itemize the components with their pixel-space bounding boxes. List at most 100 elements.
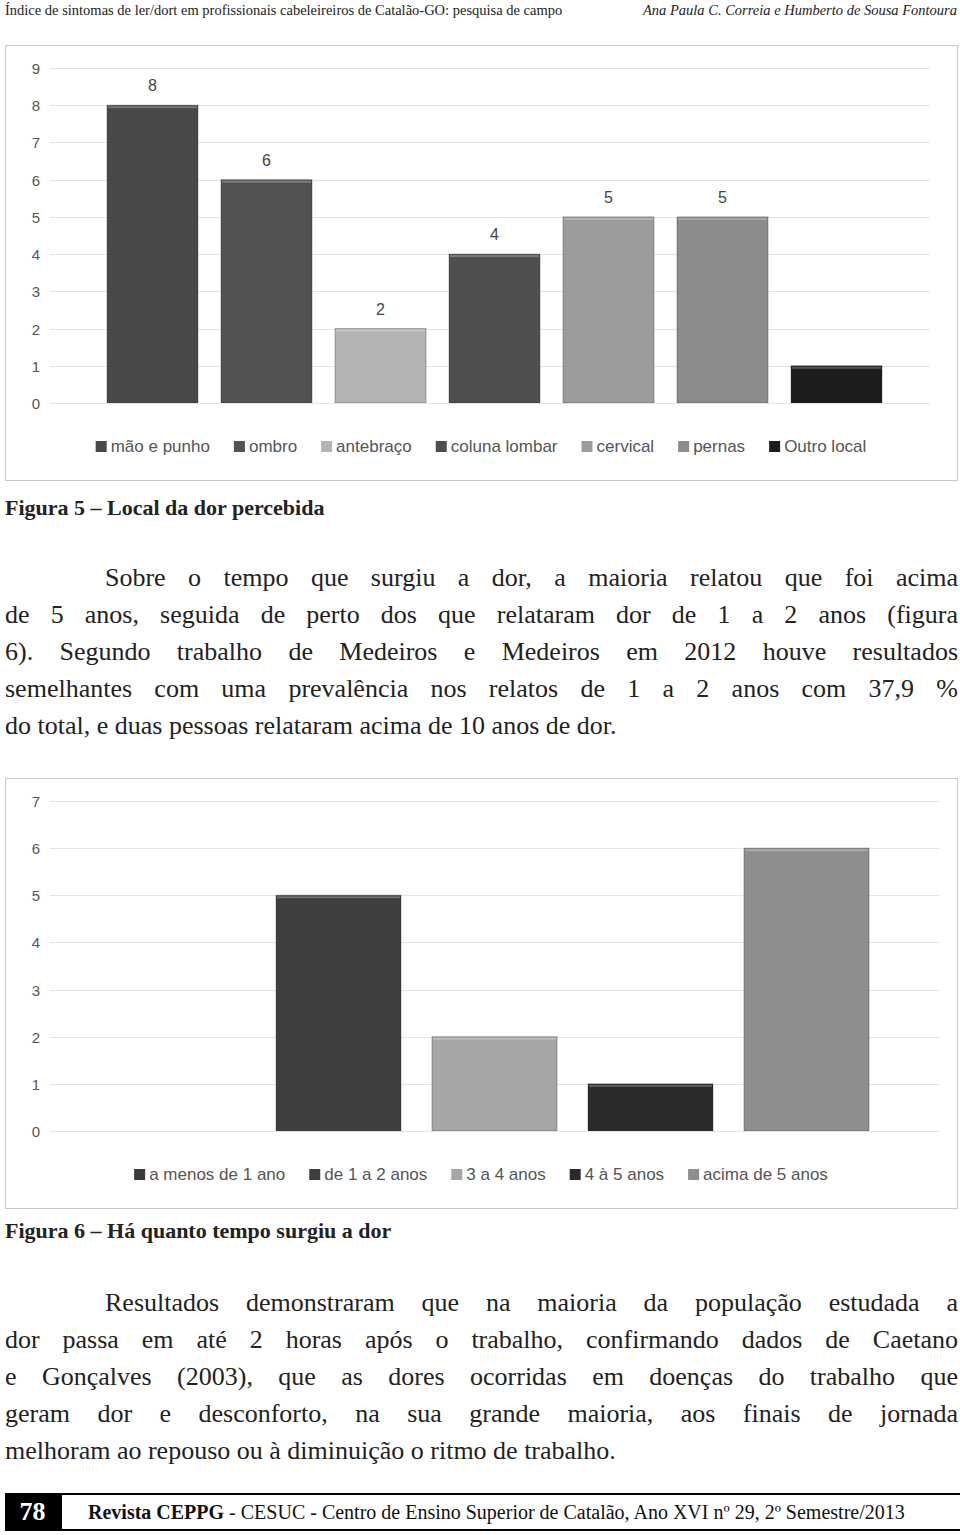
bar [588, 1084, 713, 1131]
running-title: Índice de sintomas de ler/dort em profis… [5, 2, 562, 19]
data-label: 8 [148, 77, 157, 94]
bar [432, 1037, 557, 1131]
figure-caption: Figura 6 – Há quanto tempo surgiu a dor [5, 1218, 391, 1244]
legend: mão e punho ombro antebraço coluna lombar ce… [96, 437, 867, 456]
legend-label: 4 à 5 anos [585, 1165, 664, 1184]
legend-item: Outro local [769, 437, 866, 456]
text-line: semelhantes com uma prevalência nos rela… [5, 670, 958, 707]
data-label: 4 [490, 226, 499, 243]
bars [276, 848, 869, 1131]
legend-swatch [234, 441, 245, 452]
legend-item: antebraço [321, 437, 412, 456]
legend-swatch [769, 441, 780, 452]
legend-swatch [688, 1169, 699, 1180]
tick-label: 4 [32, 246, 40, 263]
figure-caption: Figura 5 – Local da dor percebida [5, 495, 324, 521]
tick-label: 4 [32, 934, 40, 951]
legend-item: 4 à 5 anos [570, 1165, 664, 1184]
paragraph: Resultados demonstraram que na maioria d… [5, 1284, 958, 1469]
legend-label: coluna lombar [451, 437, 558, 456]
bar-highlight [108, 106, 197, 108]
bar-highlight [792, 367, 881, 369]
bar-highlight [450, 255, 539, 257]
bar-highlight [336, 330, 425, 332]
paragraph: Sobre o tempo que surgiu a dor, a maiori… [5, 559, 958, 744]
bar-highlight [277, 896, 400, 898]
chart-frame [6, 779, 958, 1209]
legend-item: acima de 5 anos [688, 1165, 828, 1184]
legend-label: 3 a 4 anos [466, 1165, 545, 1184]
bar-highlight [678, 218, 767, 220]
tick-label: 7 [32, 134, 40, 151]
text-line: geram dor e desconforto, na sua grande m… [5, 1395, 958, 1432]
legend-swatch [582, 441, 593, 452]
legend-swatch [678, 441, 689, 452]
legend-swatch [436, 441, 447, 452]
legend-label: mão e punho [111, 437, 210, 456]
bar-highlight [222, 181, 311, 183]
bar [120, 1131, 245, 1132]
bar [744, 848, 869, 1131]
data-label: 5 [718, 189, 727, 206]
running-authors: Ana Paula C. Correia e Humberto de Sousa… [643, 2, 957, 19]
text-line: dor passa em até 2 horas após o trabalho… [5, 1321, 958, 1358]
tick-label: 3 [32, 283, 40, 300]
legend: a menos de 1 ano de 1 a 2 anos 3 a 4 anos 4… [134, 1165, 828, 1184]
tick-label: 6 [32, 840, 40, 857]
text-line: Resultados demonstraram que na maioria d… [5, 1284, 958, 1321]
bar [563, 217, 654, 403]
tick-label: 5 [32, 209, 40, 226]
data-label: 2 [376, 301, 385, 318]
text-line: de 5 anos, seguida de perto dos que rela… [5, 596, 958, 633]
bar-highlight [433, 1038, 556, 1040]
tick-label: 0 [32, 395, 40, 412]
legend-swatch [96, 441, 107, 452]
legend-item: coluna lombar [436, 437, 558, 456]
tick-label: 6 [32, 172, 40, 189]
text-line: do total, e duas pessoas relataram acima… [5, 707, 958, 744]
tick-label: 8 [32, 97, 40, 114]
legend-label: antebraço [336, 437, 412, 456]
legend-swatch [451, 1169, 462, 1180]
text-line: e Gonçalves (2003), que as dores ocorrid… [5, 1358, 958, 1395]
grid-line [50, 801, 940, 802]
legend-item: cervical [582, 437, 655, 456]
legend-item: de 1 a 2 anos [309, 1165, 427, 1184]
bar [677, 217, 768, 403]
bars [107, 105, 882, 403]
legend-item: a menos de 1 ano [134, 1165, 285, 1184]
legend-item: mão e punho [96, 437, 210, 456]
tick-label: 2 [32, 1029, 40, 1046]
bar [107, 105, 198, 403]
footer-box: Revista CEPPG - CESUC - Centro de Ensino… [60, 1493, 960, 1531]
legend-swatch [570, 1169, 581, 1180]
bar-highlight [745, 849, 868, 851]
page-number: 78 [5, 1493, 60, 1531]
tick-label: 5 [32, 887, 40, 904]
footer-text: - CESUC - Centro de Ensino Superior de C… [224, 1501, 905, 1523]
chart: 01234567a menos de 1 anode 1 a 2 anos3 a… [6, 779, 958, 1209]
bar [449, 254, 540, 403]
legend-label: cervical [597, 437, 655, 456]
legend-label: ombro [249, 437, 297, 456]
tick-label: 3 [32, 982, 40, 999]
legend-label: Outro local [784, 437, 866, 456]
grid-line [50, 68, 930, 69]
tick-label: 1 [32, 1076, 40, 1093]
tick-label: 0 [32, 1123, 40, 1140]
bar-highlight [564, 218, 653, 220]
text-line: Sobre o tempo que surgiu a dor, a maiori… [5, 559, 958, 596]
bar [791, 366, 882, 403]
tick-label: 1 [32, 358, 40, 375]
bar-highlight [589, 1085, 712, 1087]
bar [335, 329, 426, 403]
legend-label: pernas [693, 437, 745, 456]
journal-name: Revista CEPPG [88, 1501, 224, 1523]
legend-item: 3 a 4 anos [451, 1165, 545, 1184]
data-label: 6 [262, 152, 271, 169]
legend-label: acima de 5 anos [703, 1165, 828, 1184]
text-line: 6). Segundo trabalho de Medeiros e Medei… [5, 633, 958, 670]
tick-label: 9 [32, 60, 40, 77]
legend-swatch [134, 1169, 145, 1180]
data-label: 5 [604, 189, 613, 206]
